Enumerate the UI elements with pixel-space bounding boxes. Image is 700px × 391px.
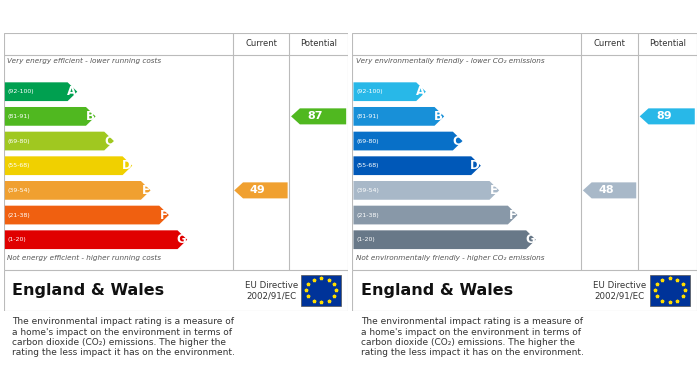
Text: (69-80): (69-80) — [8, 138, 30, 143]
Text: (55-68): (55-68) — [356, 163, 379, 168]
Text: (69-80): (69-80) — [356, 138, 379, 143]
Text: The environmental impact rating is a measure of
a home's impact on the environme: The environmental impact rating is a mea… — [360, 317, 584, 357]
Text: 89: 89 — [656, 111, 672, 121]
Polygon shape — [5, 230, 187, 249]
Polygon shape — [640, 108, 695, 124]
Polygon shape — [5, 83, 77, 101]
Text: (39-54): (39-54) — [356, 188, 379, 193]
Text: (81-91): (81-91) — [356, 114, 379, 119]
Polygon shape — [354, 230, 536, 249]
Text: The environmental impact rating is a measure of
a home's impact on the environme: The environmental impact rating is a mea… — [12, 317, 235, 357]
Polygon shape — [234, 182, 288, 198]
Polygon shape — [583, 182, 636, 198]
Text: Potential: Potential — [649, 39, 686, 48]
Text: C: C — [104, 135, 113, 147]
Text: E: E — [490, 184, 498, 197]
Text: (1-20): (1-20) — [8, 237, 27, 242]
Text: (92-100): (92-100) — [8, 89, 34, 94]
Text: EU Directive
2002/91/EC: EU Directive 2002/91/EC — [593, 281, 646, 300]
Text: Current: Current — [594, 39, 626, 48]
Bar — [302, 275, 341, 306]
Text: (92-100): (92-100) — [356, 89, 383, 94]
Polygon shape — [5, 206, 169, 224]
Bar — [650, 275, 690, 306]
Polygon shape — [5, 132, 114, 151]
Text: Environmental Impact (CO₂) Rating: Environmental Impact (CO₂) Rating — [360, 10, 607, 23]
Polygon shape — [291, 108, 346, 124]
Text: A: A — [416, 85, 425, 98]
Text: (21-38): (21-38) — [8, 213, 30, 217]
Text: E: E — [141, 184, 150, 197]
Polygon shape — [354, 132, 463, 151]
Polygon shape — [354, 107, 444, 126]
Text: Very energy efficient - lower running costs: Very energy efficient - lower running co… — [7, 58, 161, 64]
Text: G: G — [525, 233, 535, 246]
Text: England & Wales: England & Wales — [12, 283, 164, 298]
Polygon shape — [354, 156, 481, 175]
Text: D: D — [122, 159, 131, 172]
Text: C: C — [453, 135, 461, 147]
Text: Not energy efficient - higher running costs: Not energy efficient - higher running co… — [7, 255, 161, 260]
Polygon shape — [5, 156, 132, 175]
Text: B: B — [434, 110, 443, 123]
Text: (81-91): (81-91) — [8, 114, 30, 119]
Text: (39-54): (39-54) — [8, 188, 31, 193]
Polygon shape — [5, 181, 150, 200]
Text: England & Wales: England & Wales — [360, 283, 513, 298]
Text: F: F — [508, 208, 517, 222]
Text: 48: 48 — [598, 185, 615, 196]
Text: F: F — [160, 208, 168, 222]
Text: 49: 49 — [250, 185, 266, 196]
Text: (55-68): (55-68) — [8, 163, 30, 168]
Text: EU Directive
2002/91/EC: EU Directive 2002/91/EC — [244, 281, 298, 300]
Text: Not environmentally friendly - higher CO₂ emissions: Not environmentally friendly - higher CO… — [356, 255, 544, 260]
Text: B: B — [85, 110, 94, 123]
Text: A: A — [67, 85, 76, 98]
Text: Current: Current — [245, 39, 277, 48]
Text: 87: 87 — [307, 111, 323, 121]
Polygon shape — [354, 206, 517, 224]
Text: (1-20): (1-20) — [356, 237, 375, 242]
Text: D: D — [470, 159, 480, 172]
Text: G: G — [176, 233, 186, 246]
Text: Energy Efficiency Rating: Energy Efficiency Rating — [12, 10, 183, 23]
Polygon shape — [354, 181, 499, 200]
Polygon shape — [5, 107, 96, 126]
Polygon shape — [354, 83, 426, 101]
Text: (21-38): (21-38) — [356, 213, 379, 217]
Text: Very environmentally friendly - lower CO₂ emissions: Very environmentally friendly - lower CO… — [356, 58, 544, 64]
Text: Potential: Potential — [300, 39, 337, 48]
